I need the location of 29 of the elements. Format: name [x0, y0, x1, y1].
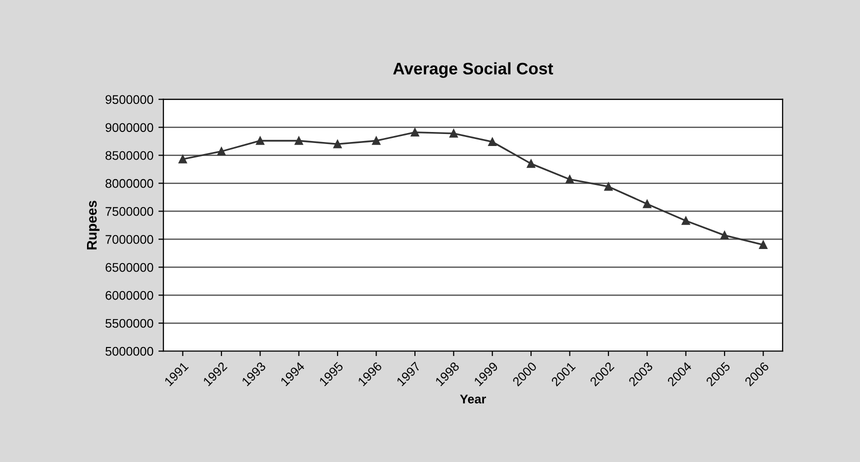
point [256, 136, 264, 145]
point [566, 175, 574, 184]
y-tick-label: 7000000 [106, 235, 154, 244]
x-axis-title: Year [460, 394, 486, 404]
y-tick-label: 8500000 [106, 151, 154, 160]
y-tick-label: 6000000 [106, 290, 154, 300]
point [449, 129, 458, 138]
point [410, 128, 420, 137]
point [178, 155, 187, 164]
y-tick-label: 6500000 [106, 262, 154, 272]
point [217, 147, 226, 156]
point [333, 140, 342, 148]
y-tick-label: 5500000 [106, 318, 154, 328]
point [759, 240, 768, 249]
point [488, 138, 497, 146]
chart-title: Average Social Cost [393, 62, 554, 78]
point [682, 216, 690, 225]
y-tick-label: 9500000 [106, 95, 154, 104]
y-tick-label: 8000000 [106, 179, 154, 188]
y-tick-label: 7500000 [106, 207, 154, 216]
y-tick-label: 9000000 [106, 123, 154, 132]
y-axis-title: Rupees [87, 200, 100, 250]
point [642, 200, 652, 208]
point [294, 136, 304, 145]
point [720, 231, 729, 240]
point [372, 136, 380, 145]
y-tick-label: 5000000 [106, 346, 154, 356]
point [604, 182, 613, 191]
point [526, 160, 536, 168]
